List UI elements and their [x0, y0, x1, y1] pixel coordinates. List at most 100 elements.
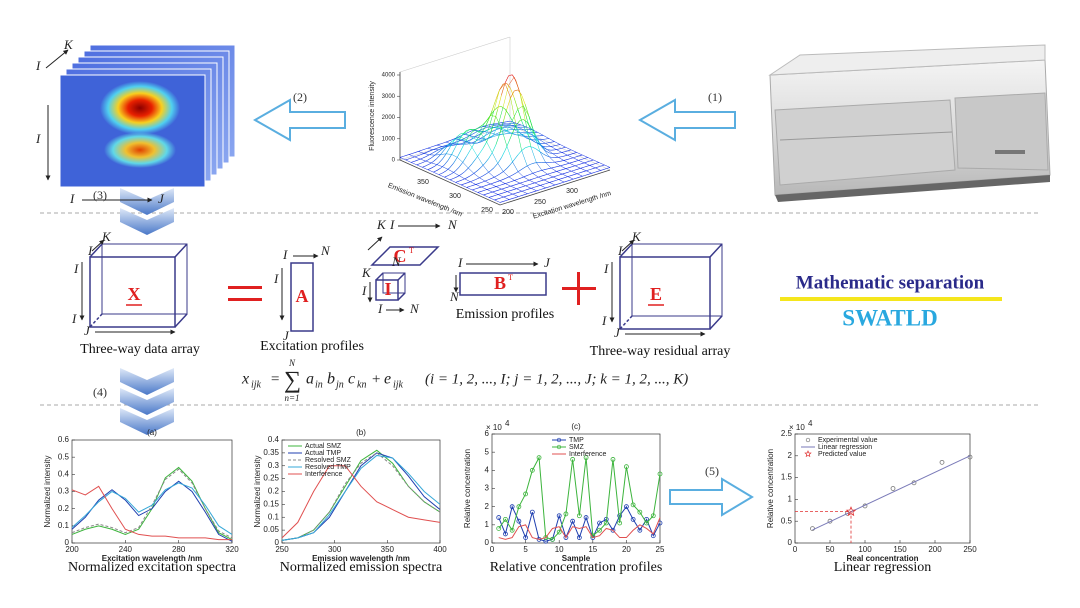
- surface-mesh: [508, 76, 515, 86]
- surface-mesh: [491, 127, 498, 138]
- surface-mesh: [436, 144, 443, 147]
- surface-mesh: [527, 187, 532, 190]
- surface-mesh: [438, 148, 443, 153]
- surface-mesh: [552, 176, 559, 180]
- surface-mesh: [550, 146, 557, 150]
- surface-mesh: [492, 191, 499, 195]
- surface-mesh: [549, 180, 554, 183]
- surface-mesh: [551, 166, 555, 169]
- surface-mesh: [595, 167, 601, 171]
- legend-label: Predicted value: [818, 451, 866, 458]
- surface-mesh: [444, 176, 451, 181]
- y-tick-label: 0: [788, 538, 793, 547]
- label: I: [361, 283, 367, 298]
- label: J: [544, 255, 551, 270]
- marker: [516, 504, 522, 510]
- legend-label: Experimental value: [818, 437, 878, 444]
- surface-mesh: [539, 151, 544, 155]
- surface-mesh: [466, 175, 471, 179]
- surface-mesh: [494, 189, 499, 192]
- surface-mesh: [410, 152, 415, 155]
- surface-mesh: [595, 162, 599, 164]
- y-tick-label: 0.5: [58, 452, 70, 461]
- surface-mesh: [432, 150, 437, 153]
- surface-mesh: [574, 165, 581, 169]
- eem-peak: [104, 132, 176, 168]
- surface-mesh: [499, 171, 504, 175]
- surface-mesh: [445, 141, 452, 145]
- surface-mesh: [532, 171, 537, 174]
- y-tick-label: 0.2: [268, 487, 280, 496]
- surface-mesh: [530, 139, 537, 143]
- surface-mesh: [427, 167, 432, 170]
- surface-mesh: [409, 157, 413, 160]
- surface-mesh: [438, 174, 445, 178]
- surface-mesh: [510, 132, 516, 136]
- surface-mesh: [420, 161, 425, 164]
- surface-mesh: [423, 153, 430, 156]
- y-tick-label: 1: [485, 520, 490, 529]
- series-line: [281, 452, 441, 541]
- eq-index: ijk: [251, 379, 262, 390]
- surface-mesh: [556, 161, 561, 163]
- surface-mesh: [466, 187, 473, 191]
- surface-mesh: [490, 115, 496, 117]
- surface-mesh: [489, 110, 495, 117]
- surface-mesh: [512, 161, 519, 172]
- surface-mesh: [549, 182, 556, 186]
- surface-mesh: [447, 169, 454, 173]
- surface-mesh: [494, 198, 499, 201]
- marker: [556, 513, 562, 519]
- surface-mesh: [569, 178, 574, 181]
- axis-arrow: [91, 239, 105, 252]
- x-tick-label: 5: [523, 545, 528, 554]
- surface-mesh: [540, 179, 544, 182]
- surface-mesh: [529, 173, 533, 176]
- surface-mesh: [484, 115, 491, 124]
- surface-mesh: [443, 141, 448, 144]
- surface-mesh: [576, 173, 583, 177]
- surface-mesh: [501, 133, 505, 135]
- surface-mesh: [486, 132, 491, 136]
- surface-mesh: [559, 144, 566, 148]
- y-axis-label: Normalized intensity: [253, 455, 262, 527]
- surface-mesh: [456, 150, 462, 158]
- surface-mesh: [499, 82, 506, 91]
- marker: [496, 526, 502, 531]
- surface-mesh: [598, 162, 605, 166]
- marker: [503, 516, 508, 522]
- z-tick-label: 1000: [382, 136, 396, 142]
- surface-mesh: [418, 149, 423, 152]
- matrix-symbol: X: [128, 284, 141, 304]
- series-line: [281, 454, 441, 541]
- surface-mesh: [495, 132, 500, 135]
- y-scale-exp: 4: [808, 419, 813, 428]
- surface-mesh: [532, 129, 538, 133]
- surface-mesh: [451, 138, 456, 141]
- surface-mesh: [545, 182, 550, 184]
- label: I: [377, 301, 383, 316]
- surface-mesh: [542, 183, 546, 186]
- surface-mesh: [554, 161, 561, 167]
- surface-mesh: [530, 178, 535, 180]
- surface-mesh: [525, 184, 530, 187]
- surface-mesh: [458, 133, 465, 140]
- surface-mesh: [504, 75, 509, 84]
- surface-mesh: [506, 120, 513, 131]
- surface-mesh: [460, 140, 467, 143]
- surface-mesh: [462, 130, 467, 135]
- surface-mesh: [423, 151, 428, 154]
- surface-mesh: [483, 184, 487, 187]
- surface-mesh: [477, 139, 483, 144]
- surface-mesh: [499, 200, 504, 203]
- surface-mesh: [512, 184, 517, 186]
- surface-mesh: [523, 180, 528, 183]
- surface-mesh: [475, 136, 481, 139]
- surface-mesh: [488, 197, 495, 201]
- marker: [637, 527, 643, 533]
- surface-mesh: [506, 163, 511, 169]
- matrix-symbol: E: [650, 284, 662, 304]
- surface-mesh: [407, 153, 412, 156]
- series-line: [812, 455, 971, 531]
- surface-mesh: [506, 120, 511, 123]
